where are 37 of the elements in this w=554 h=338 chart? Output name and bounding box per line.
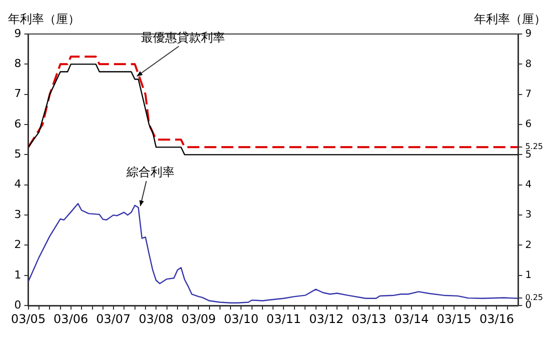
y2-tick-label: 9 [525,28,532,40]
y2-tick-label: 4 [525,179,532,190]
y2-tick-label: 6 [525,119,532,130]
y-tick-label: 8 [14,57,22,70]
y2-tick-label: 5 [525,149,532,160]
y-tick-label: 7 [14,87,22,100]
y2-tick-label: 8 [525,58,532,70]
x-tick-label: 03/09 [181,312,216,326]
x-tick-label: 03/16 [479,312,514,326]
x-tick-label: 03/12 [309,312,344,326]
y2-tick-label: 5.25 [525,142,543,152]
y-tick-label: 4 [14,178,22,191]
x-tick-label: 03/10 [224,312,258,326]
y2-tick-label: 2 [525,240,532,251]
x-tick-label: 03/14 [394,312,429,326]
x-tick-label: 03/08 [138,312,174,326]
x-tick-label: 03/13 [352,312,386,326]
y-tick-label: 9 [14,26,22,40]
y-tick-label: 0 [14,298,22,312]
y-tick-label: 5 [14,148,22,161]
annotation: 最優惠貸款利率 [140,30,225,44]
x-tick-label: 03/05 [10,312,46,326]
x-tick-label: 03/11 [266,312,302,326]
y-tick-label: 1 [14,268,22,282]
x-tick-label: 03/15 [436,312,472,326]
y2-tick-label: 3 [525,210,532,221]
y2-tick-label: 1 [525,270,532,282]
y-tick-label: 2 [14,238,22,252]
y-tick-label: 3 [14,208,22,221]
x-tick-label: 03/07 [96,312,131,326]
y-axis-title: 年利率（厘） [8,12,80,26]
annotation: 綜合利率 [125,165,174,180]
y-tick-label: 6 [14,117,22,130]
x-tick-label: 03/06 [54,312,88,326]
y2-tick-label: 7 [525,88,532,100]
y2-tick-label: 0 [525,300,532,312]
y2-axis-title: 年利率（厘） [474,12,546,26]
